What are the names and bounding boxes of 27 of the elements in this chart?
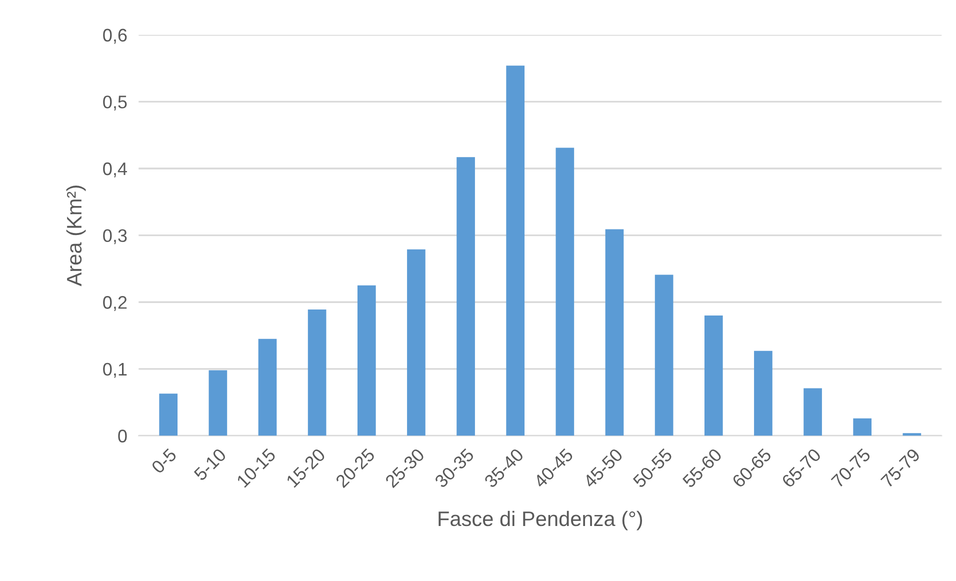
x-axis-title: Fasce di Pendenza (°)	[438, 510, 642, 530]
bar	[208, 370, 228, 436]
bar	[654, 274, 674, 436]
bar	[605, 229, 624, 436]
y-tick-label: 0	[118, 430, 127, 442]
bar	[556, 148, 574, 436]
bar	[704, 315, 723, 436]
y-tick-label: 0,3	[103, 229, 127, 244]
bar	[308, 309, 326, 436]
bar	[853, 418, 872, 436]
bar	[456, 157, 475, 436]
bar	[506, 66, 525, 436]
bar	[407, 249, 426, 436]
x-tick-label: 0-5	[150, 448, 178, 474]
bar	[804, 388, 822, 436]
y-tick-label: 0,6	[103, 28, 127, 44]
x-tick-label: 5-10	[193, 448, 227, 482]
bar	[754, 350, 772, 436]
bar	[258, 338, 277, 436]
y-tick-label: 0,2	[103, 296, 127, 311]
y-axis-title: Area (Km²)	[66, 186, 86, 286]
y-tick-label: 0,4	[103, 162, 127, 178]
y-tick-label: 0,1	[103, 362, 127, 378]
y-tick-label: 0,5	[103, 96, 127, 111]
bar	[159, 394, 178, 436]
bar	[357, 285, 376, 436]
bar	[902, 433, 922, 436]
